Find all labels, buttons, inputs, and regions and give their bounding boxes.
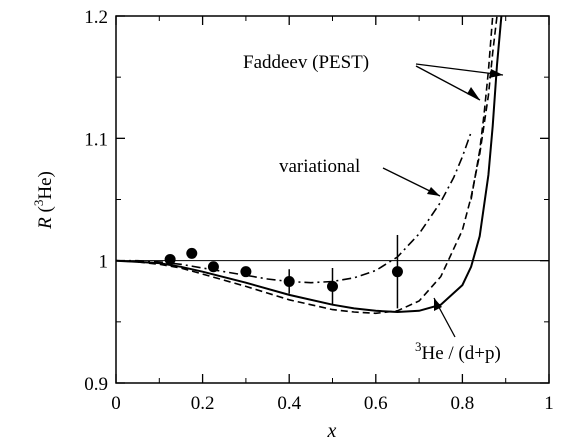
faddeev-label: Faddeev (PEST) xyxy=(243,52,369,73)
variational-label: variational xyxy=(279,156,360,177)
faddeev-arrowhead-1 xyxy=(489,69,503,78)
x-tick-label: 0.8 xyxy=(451,393,475,414)
faddeev-arrow-1 xyxy=(415,63,504,76)
series-line-dashed xyxy=(470,15,494,200)
x-tick-label: 0.2 xyxy=(191,393,215,414)
tick-labels: 0 0.2 0.4 0.6 0.8 1 0.9 1 1.1 1.2 xyxy=(84,7,554,414)
data-point xyxy=(186,247,198,259)
data-point xyxy=(327,280,338,292)
axis-ticks xyxy=(115,15,550,384)
data-point xyxy=(283,275,295,287)
data-point xyxy=(164,253,176,265)
y-tick-label: 1.2 xyxy=(84,7,108,28)
arrow-heads xyxy=(427,69,503,311)
series-layer xyxy=(115,15,503,315)
x-axis-label: x xyxy=(327,420,337,442)
data-points xyxy=(164,234,403,309)
data-point xyxy=(391,266,403,278)
y-tick-label: 1.1 xyxy=(84,129,108,150)
data-point xyxy=(240,266,252,278)
x-tick-label: 0.6 xyxy=(364,393,388,414)
variational-arrowhead xyxy=(427,187,440,196)
y-tick-label: 1 xyxy=(99,252,109,273)
x-tick-label: 1 xyxy=(544,393,554,414)
ratio-label: 3He / (d+p) xyxy=(415,339,501,364)
series-line-dash-dot xyxy=(116,131,472,284)
y-axis-label: R (3He) xyxy=(31,171,56,230)
y-tick-label: 0.9 xyxy=(84,374,108,395)
series-line-solid xyxy=(115,15,503,314)
x-tick-label: 0.4 xyxy=(277,393,301,414)
x-tick-label: 0 xyxy=(111,393,121,414)
ratio-arrowhead xyxy=(434,298,442,311)
data-point xyxy=(207,261,219,273)
faddeev-arrowhead-2 xyxy=(467,87,480,100)
